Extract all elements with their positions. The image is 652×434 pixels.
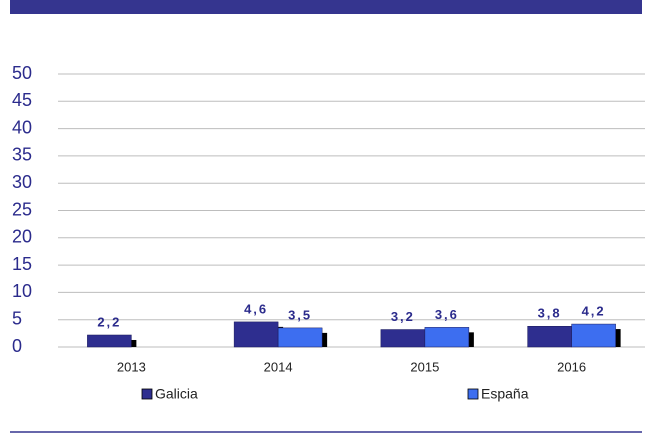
top-band bbox=[10, 0, 642, 14]
bar bbox=[233, 321, 279, 348]
x-tick-label: 2014 bbox=[264, 359, 293, 374]
y-tick-label: 40 bbox=[12, 117, 32, 137]
y-tick-label: 20 bbox=[12, 227, 32, 247]
value-label: 4,6 bbox=[244, 301, 268, 316]
y-tick-label: 5 bbox=[12, 308, 22, 328]
y-tick-label: 15 bbox=[12, 254, 32, 274]
bar bbox=[527, 326, 572, 348]
bar bbox=[277, 327, 323, 348]
y-tick-label: 25 bbox=[12, 199, 32, 219]
legend-label: España bbox=[481, 386, 529, 402]
y-tick-label: 30 bbox=[12, 172, 32, 192]
y-tick-label: 10 bbox=[12, 281, 32, 301]
y-tick-label: 50 bbox=[12, 63, 32, 83]
value-label: 4,2 bbox=[582, 304, 606, 319]
x-tick-label: 2016 bbox=[557, 359, 586, 374]
value-label: 2,2 bbox=[97, 314, 121, 329]
value-label: 3,2 bbox=[391, 309, 415, 324]
y-tick-label: 0 bbox=[12, 336, 22, 356]
value-label: 3,6 bbox=[435, 307, 459, 322]
bar bbox=[571, 323, 616, 348]
bar bbox=[424, 327, 470, 348]
x-tick-label: 2015 bbox=[410, 359, 439, 374]
value-label: 3,5 bbox=[288, 307, 312, 322]
bar bbox=[380, 329, 426, 348]
legend-swatch bbox=[467, 388, 479, 400]
y-tick-label: 45 bbox=[12, 90, 32, 110]
legend-swatch bbox=[141, 388, 153, 400]
y-tick-label: 35 bbox=[12, 145, 32, 165]
bar bbox=[87, 334, 132, 348]
x-tick-label: 2013 bbox=[117, 359, 146, 374]
value-label: 3,8 bbox=[538, 306, 562, 321]
legend-label: Galicia bbox=[155, 386, 198, 402]
